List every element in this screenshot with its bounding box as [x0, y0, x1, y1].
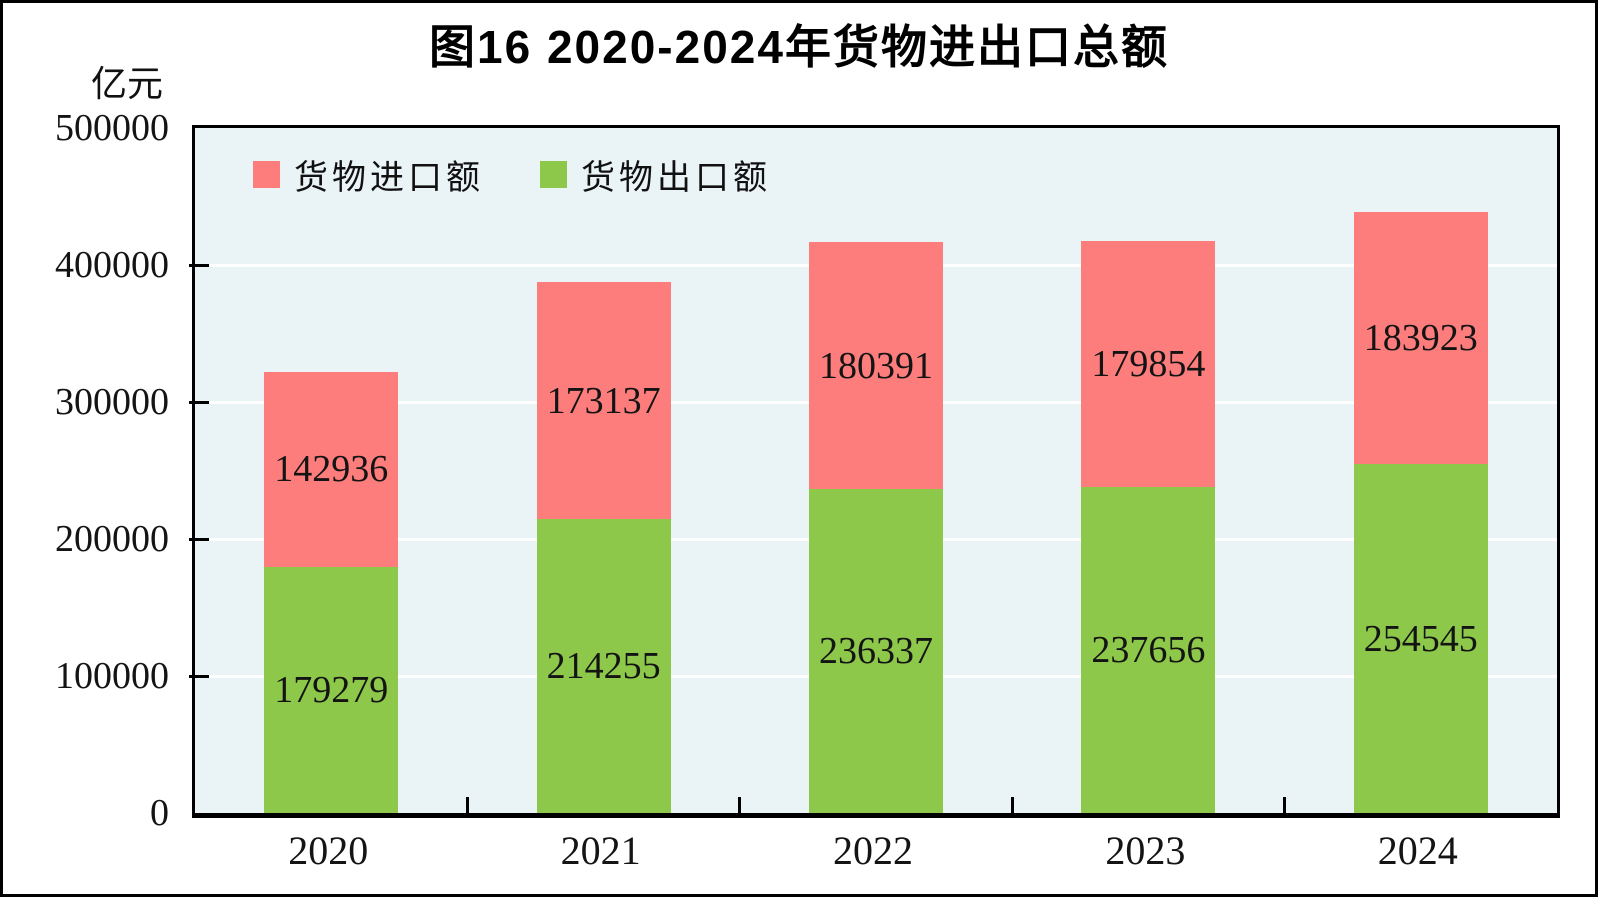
- bar-2023-import-value: 179854: [1091, 343, 1206, 386]
- bar-2020-import-segment: 142936: [264, 371, 399, 568]
- bar-2024-export-value: 254545: [1363, 617, 1478, 660]
- plot-inner: 142936 179279 173137 214255 180391 236337 1798…: [189, 128, 1557, 813]
- y-axis-label-400000: 400000: [55, 244, 169, 286]
- y-tick-mark-300000: [189, 400, 209, 404]
- x-axis-label-2020: 2020: [288, 828, 369, 873]
- bar-2024-import-value: 183923: [1363, 317, 1478, 360]
- legend-label-export: 货物出口额: [581, 159, 771, 197]
- legend-label-import: 货物进口额: [294, 159, 484, 197]
- bar-2022-export-segment: 236337: [809, 489, 943, 813]
- y-axis-unit-label: 亿元: [90, 63, 163, 104]
- bar-2020-import-value: 142936: [274, 448, 389, 491]
- x-axis-label-2022: 2022: [833, 828, 913, 873]
- bar-2022-import-segment: 180391: [809, 242, 943, 490]
- x-axis-label-2024: 2024: [1377, 828, 1458, 873]
- bar-2021: 173137 214255: [536, 282, 671, 813]
- bar-2023-import-segment: 179854: [1081, 241, 1216, 488]
- y-axis-label-500000: 500000: [55, 107, 169, 149]
- y-tick-mark-400000: [189, 263, 209, 267]
- x-axis-label-2023: 2023: [1105, 828, 1186, 873]
- bar-2022-export-value: 236337: [819, 630, 933, 673]
- bar-2021-import-segment: 173137: [536, 282, 671, 520]
- y-axis-label-200000: 200000: [55, 518, 169, 560]
- legend-swatch-import-icon: [253, 161, 280, 188]
- x-axis-tick-labels: 2020 2021 2022 2023 2024: [192, 827, 1560, 877]
- legend-item-import: 货物进口额: [253, 150, 484, 199]
- bar-2020-export-value: 179279: [274, 669, 389, 712]
- bar-2021-export-value: 214255: [546, 645, 661, 688]
- plot-area: 142936 179279 173137 214255 180391 236337 1798…: [189, 125, 1560, 818]
- legend-swatch-export-icon: [540, 161, 567, 188]
- bar-2023: 179854 237656: [1081, 241, 1216, 813]
- bar-2020: 142936 179279: [264, 371, 399, 813]
- bar-2023-export-value: 237656: [1091, 629, 1206, 672]
- chart-title: 图16 2020-2024年货物进出口总额: [429, 21, 1169, 73]
- bar-2024-export-segment: 254545: [1353, 464, 1488, 813]
- x-tick-mark-1: [465, 797, 469, 813]
- bar-2023-export-segment: 237656: [1081, 487, 1216, 813]
- bar-2024-import-segment: 183923: [1353, 212, 1488, 465]
- legend: 货物进口额 货物出口额: [253, 150, 771, 199]
- y-axis-label-0: 0: [150, 792, 169, 834]
- bar-2024: 183923 254545: [1353, 212, 1488, 813]
- bar-2020-export-segment: 179279: [264, 567, 399, 813]
- bar-2021-import-value: 173137: [546, 379, 661, 422]
- x-tick-mark-2: [738, 797, 742, 813]
- bar-2021-export-segment: 214255: [536, 519, 671, 813]
- x-tick-mark-4: [1283, 797, 1287, 813]
- y-axis-tick-labels: 0 100000 200000 300000 400000 500000: [3, 107, 173, 834]
- bar-2022: 180391 236337: [809, 242, 943, 813]
- legend-item-export: 货物出口额: [540, 150, 771, 199]
- y-axis-label-100000: 100000: [55, 655, 169, 697]
- y-tick-mark-100000: [189, 674, 209, 678]
- x-axis-label-2021: 2021: [560, 828, 641, 873]
- bar-2022-import-value: 180391: [819, 344, 933, 387]
- y-tick-mark-200000: [189, 537, 209, 541]
- x-tick-mark-3: [1010, 797, 1014, 813]
- y-axis-label-300000: 300000: [55, 381, 169, 423]
